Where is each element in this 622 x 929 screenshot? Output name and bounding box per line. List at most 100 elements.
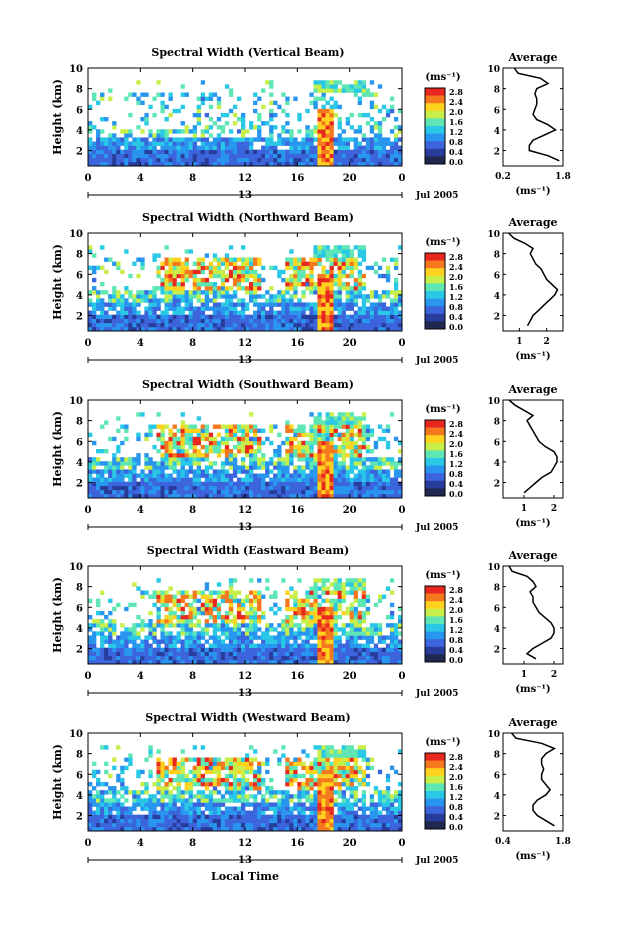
heatmap-cell — [240, 659, 246, 665]
heatmap-cell — [124, 647, 129, 653]
heatmap-cell — [369, 651, 375, 657]
heatmap-cell — [240, 794, 246, 799]
heatmap-cell — [152, 461, 157, 466]
heatmap-cell — [313, 157, 318, 163]
heatmap-cell — [240, 322, 246, 328]
heatmap-cell — [317, 84, 322, 89]
heatmap-cells — [88, 745, 403, 832]
heatmap-cell — [164, 149, 169, 155]
heatmap-cell — [317, 294, 322, 299]
heatmap-cell — [321, 125, 326, 130]
heatmap-cell — [249, 424, 254, 429]
heatmap-cell — [112, 326, 117, 332]
average-frame — [502, 399, 564, 499]
heatmap-cell — [265, 647, 270, 653]
heatmap-cell — [96, 318, 101, 324]
heatmap-cell — [261, 440, 266, 446]
heatmap-cell — [333, 257, 338, 262]
heatmap-cell — [188, 314, 193, 320]
heatmap-cell — [369, 145, 375, 150]
x-tick-label: 0 — [85, 671, 92, 682]
heatmap-cell — [196, 639, 202, 644]
heatmap-cell — [136, 141, 141, 146]
heatmap-cell — [389, 651, 395, 657]
heatmap-cell — [144, 461, 149, 466]
heatmap-cell — [240, 806, 246, 811]
heatmap-cell — [393, 286, 399, 291]
colorbar-tick-label: 0.0 — [449, 655, 463, 665]
heatmap-cell — [104, 477, 109, 482]
heatmap-cell — [253, 627, 258, 632]
heatmap-cell — [365, 444, 371, 450]
heatmap-cell — [124, 428, 129, 433]
heatmap-cell — [365, 141, 371, 146]
heatmap-cell — [124, 298, 129, 303]
heatmap-cell — [216, 818, 222, 824]
colorbar-swatch — [425, 321, 445, 330]
heatmap-cell — [120, 457, 125, 462]
heatmap-cell — [112, 623, 117, 628]
heatmap-cell — [273, 635, 278, 640]
heatmap-cell — [357, 602, 363, 608]
heatmap-cell — [96, 806, 101, 811]
heatmap-cell — [249, 157, 254, 163]
heatmap-cell — [224, 643, 230, 648]
heatmap-cell — [357, 290, 363, 295]
heatmap-cell — [92, 92, 97, 97]
heatmap-cell — [361, 590, 367, 595]
heatmap-cell — [232, 314, 238, 320]
heatmap-cell — [309, 428, 314, 433]
heatmap-cell — [148, 302, 153, 307]
heatmap-cell — [293, 310, 298, 315]
heatmap-cell — [176, 477, 181, 482]
heatmap-cell — [321, 444, 326, 450]
heatmap-cell — [220, 765, 226, 771]
heatmap-cell — [164, 257, 169, 262]
heatmap-cell — [228, 493, 234, 499]
heatmap-cell — [273, 473, 278, 478]
heatmap-cell — [289, 428, 294, 433]
heatmap-cell — [156, 619, 161, 624]
heatmap-cell — [337, 449, 342, 454]
heatmap-cell — [112, 639, 117, 644]
heatmap-cell — [317, 290, 322, 295]
heatmap-cell — [309, 635, 314, 640]
heatmap-cell — [349, 428, 354, 433]
heatmap-cell — [180, 798, 185, 803]
colorbar-swatch — [425, 313, 445, 322]
heatmap-cell — [317, 635, 322, 640]
heatmap-cell — [168, 318, 173, 324]
heatmap-cell — [184, 453, 189, 458]
heatmap-cell — [285, 277, 290, 283]
heatmap-cell — [253, 302, 258, 307]
heatmap-cell — [245, 322, 250, 328]
heatmap-cell — [164, 310, 169, 315]
heatmap-cell — [100, 473, 105, 478]
heatmap-cell — [245, 485, 250, 491]
heatmap-cell — [180, 773, 185, 779]
heatmap-cell — [136, 298, 141, 303]
heatmap-cell — [240, 261, 246, 266]
heatmap-cell — [180, 440, 185, 446]
heatmap-cell — [236, 651, 242, 657]
heatmap-cell — [156, 273, 161, 279]
heatmap-cell — [269, 294, 274, 299]
heatmap-cell — [333, 485, 338, 491]
heatmap-cell — [208, 806, 214, 811]
heatmap-cell — [321, 465, 326, 470]
heatmap-cell — [200, 282, 206, 287]
heatmap-cell — [96, 798, 101, 803]
heatmap-cell — [148, 153, 153, 159]
heatmap-cell — [148, 294, 153, 299]
heatmap-cell — [104, 818, 109, 824]
heatmap-cell — [373, 655, 379, 661]
heatmap-cell — [329, 125, 334, 130]
heatmap-cell — [285, 141, 290, 146]
heatmap-cell — [236, 277, 242, 283]
heatmap-cell — [224, 322, 230, 328]
heatmap-cell — [168, 261, 173, 266]
heatmap-cell — [136, 631, 141, 636]
heatmap-cell — [285, 261, 290, 266]
colorbar-tick-label: 0.0 — [449, 322, 463, 332]
heatmap-cell — [313, 125, 318, 130]
